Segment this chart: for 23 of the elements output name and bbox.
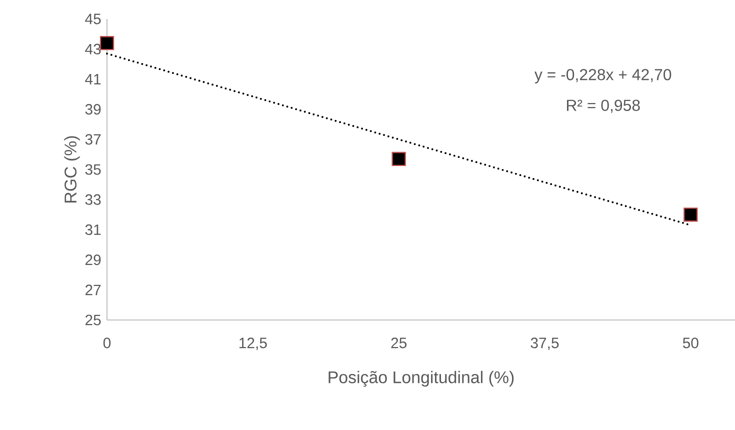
x-tick-label: 50 [682, 338, 698, 348]
y-tick-label: 41 [85, 74, 101, 84]
y-tick-label: 27 [85, 284, 101, 296]
x-tick-label: 37,5 [530, 338, 559, 350]
annotation: y = -0,228x + 42,70 [534, 68, 672, 84]
y-tick-label: 35 [85, 164, 101, 175]
point [100, 36, 114, 50]
y-tick-label: 39 [85, 104, 101, 115]
x-tick-label: 25 [391, 338, 407, 348]
y-tick-label: 45 [85, 14, 101, 24]
x-axis-title: Posição Longitudinal (%) [328, 370, 514, 387]
y-tick-label: 25 [85, 314, 101, 326]
point [684, 208, 698, 222]
annotation: R² = 0,958 [566, 100, 640, 113]
point [392, 152, 406, 166]
y-axis-title: RGC (%) [64, 136, 80, 202]
y-tick-label: 33 [85, 194, 101, 205]
y-tick-label: 29 [85, 254, 101, 266]
y-tick-label: 37 [85, 134, 101, 145]
y-tick-label: 43 [85, 44, 101, 54]
x-tick-label: 0 [103, 338, 111, 348]
x-tick-label: 12,5 [240, 338, 267, 350]
y-tick-label: 31 [85, 224, 101, 235]
